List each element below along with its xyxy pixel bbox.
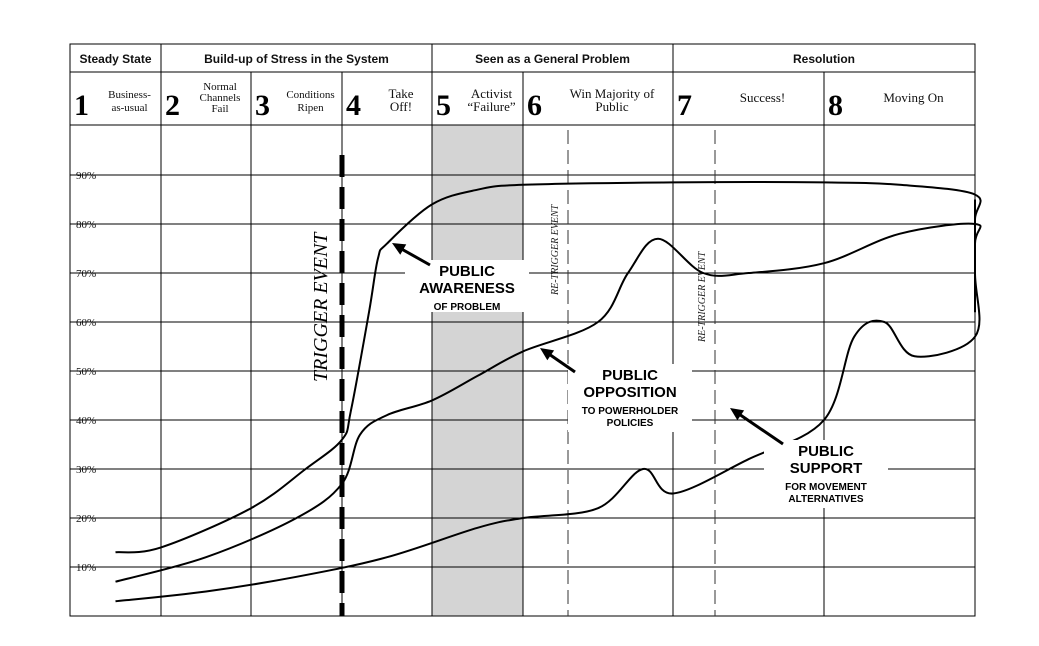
public-support-annotation-line-1: PUBLIC bbox=[798, 443, 854, 460]
public-opposition-line bbox=[115, 222, 982, 583]
public-awareness-annotation-line-2: AWARENESS bbox=[419, 280, 515, 297]
public-awareness-arrow-head bbox=[392, 243, 407, 255]
stage-6-label-line-1: Win Majority of bbox=[570, 86, 655, 101]
stage-2-label-line-2: Channels bbox=[200, 92, 241, 104]
y-axis-tick-labels: 10% 20% 30% 40% 50% 60% 70% 80% 90% bbox=[76, 170, 96, 574]
public-opposition-annotation-line-1: PUBLIC bbox=[602, 367, 658, 384]
public-opposition-annotation-line-2: OPPOSITION bbox=[583, 384, 676, 401]
chart-grid bbox=[69, 43, 976, 617]
public-awareness-annotation-bg bbox=[405, 260, 529, 312]
retrigger-event-label-2: RE-TRIGGER EVENT bbox=[697, 250, 708, 343]
stage-5-label-line-1: Activist bbox=[471, 86, 513, 101]
stage-number-6: 6 bbox=[527, 89, 542, 122]
y-tick-80: 80% bbox=[76, 219, 96, 231]
y-tick-50: 50% bbox=[76, 366, 96, 378]
stage-number-4: 4 bbox=[346, 89, 361, 122]
y-tick-90: 90% bbox=[76, 170, 96, 182]
public-support-annotation-bg bbox=[764, 440, 888, 508]
stage-number-2: 2 bbox=[165, 89, 180, 122]
public-opposition-annotation-line-3: TO POWERHOLDER bbox=[582, 406, 679, 417]
public-opposition-arrow-head bbox=[540, 348, 555, 361]
phase-header-2: Build-up of Stress in the System bbox=[204, 52, 389, 66]
public-awareness-annotation-line-1: PUBLIC bbox=[439, 263, 495, 280]
public-support-annotation-line-4: ALTERNATIVES bbox=[788, 494, 864, 505]
public-support-annotation-line-2: SUPPORT bbox=[790, 460, 863, 477]
phase-header-4: Resolution bbox=[793, 52, 855, 66]
public-support-arrow-shaft bbox=[735, 410, 784, 446]
public-awareness-line bbox=[115, 181, 982, 554]
public-opposition-annotation-bg bbox=[568, 364, 692, 432]
y-tick-40: 40% bbox=[76, 415, 96, 427]
public-awareness-arrow-shaft bbox=[397, 245, 431, 267]
stage-2-label-line-1: Normal bbox=[203, 81, 237, 93]
stage-number-1: 1 bbox=[74, 89, 89, 122]
y-tick-60: 60% bbox=[76, 317, 96, 329]
data-series-lines bbox=[115, 181, 982, 603]
stage-8-label-line-1: Moving On bbox=[883, 90, 944, 105]
stage-number-3: 3 bbox=[255, 89, 270, 122]
stage-1-label-line-1: Business- bbox=[108, 89, 151, 101]
y-tick-30: 30% bbox=[76, 464, 96, 476]
y-tick-10: 10% bbox=[76, 562, 96, 574]
trigger-event-label: TRIGGER EVENT bbox=[310, 231, 332, 382]
y-tick-20: 20% bbox=[76, 513, 96, 525]
stage-number-7: 7 bbox=[677, 89, 692, 122]
stage-1-label-line-2: as-usual bbox=[111, 102, 147, 114]
stage-3-label-line-2: Ripen bbox=[297, 102, 324, 114]
stage-number-5: 5 bbox=[436, 89, 451, 122]
phase-header-3: Seen as a General Problem bbox=[475, 52, 630, 66]
stage-7-label-line-1: Success! bbox=[740, 90, 786, 105]
retrigger-event-label-1: RE-TRIGGER EVENT bbox=[550, 203, 561, 296]
stage-4-label-line-1: Take bbox=[388, 86, 413, 101]
event-markers: TRIGGER EVENT RE-TRIGGER EVENT RE-TRIGGER … bbox=[310, 130, 716, 616]
stage-number-8: 8 bbox=[828, 89, 843, 122]
stage-3-label-line-1: Conditions bbox=[286, 89, 334, 101]
public-support-line bbox=[115, 199, 981, 603]
public-opposition-annotation-line-4: POLICIES bbox=[607, 418, 654, 429]
phase-header-row: Steady State Build-up of Stress in the Sy… bbox=[79, 52, 855, 66]
stage-6-label-line-2: Public bbox=[595, 99, 628, 114]
public-opposition-arrow-shaft bbox=[545, 350, 576, 374]
public-support-arrow-head bbox=[730, 408, 745, 421]
public-support-annotation-line-3: FOR MOVEMENT bbox=[785, 482, 867, 493]
y-tick-70: 70% bbox=[76, 268, 96, 280]
stage-5-label-line-2: “Failure” bbox=[467, 99, 516, 114]
stage-4-label-line-2: Off! bbox=[390, 99, 412, 114]
stage-2-label-line-3: Fail bbox=[211, 103, 228, 115]
public-awareness-annotation-line-3: OF PROBLEM bbox=[434, 302, 501, 313]
phase-header-1: Steady State bbox=[79, 52, 151, 66]
